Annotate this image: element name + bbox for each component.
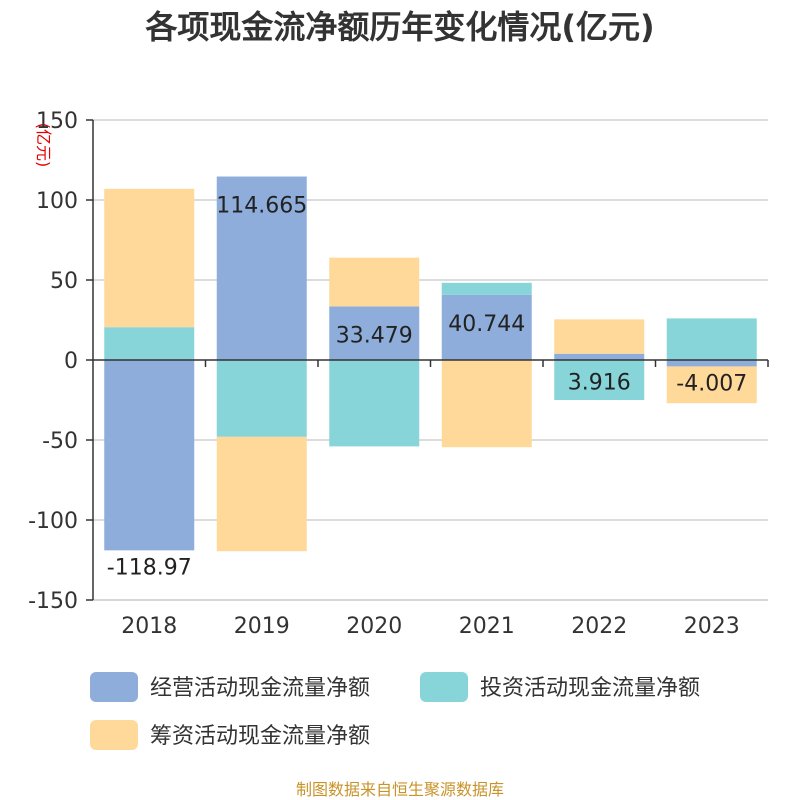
bar-segment bbox=[216, 436, 307, 552]
data-label: 3.916 bbox=[568, 371, 631, 396]
bar-segment bbox=[329, 257, 420, 307]
data-labels: -118.97 114.665 33.479 40.744 3.916 -4.007 bbox=[107, 194, 747, 581]
bar-segment bbox=[441, 360, 532, 448]
gridlines bbox=[93, 119, 768, 601]
bar-segment bbox=[554, 353, 645, 360]
y-axis-unit-label: (亿元) bbox=[34, 123, 53, 168]
y-tick-label: 50 bbox=[50, 269, 78, 294]
data-label: 40.744 bbox=[448, 312, 525, 337]
legend-label: 投资活动现金流量净额 bbox=[480, 676, 700, 701]
bar-segment bbox=[666, 366, 757, 404]
bar-segment bbox=[329, 306, 420, 360]
x-tick-label: 2021 bbox=[459, 614, 515, 639]
x-tick-label: 2023 bbox=[684, 614, 740, 639]
y-tick-label: 0 bbox=[64, 349, 78, 374]
x-tick-label: 2020 bbox=[346, 614, 402, 639]
bar-segment bbox=[554, 360, 645, 400]
bar-segment bbox=[554, 319, 645, 354]
bar-segment bbox=[666, 360, 757, 367]
data-label: 114.665 bbox=[216, 194, 307, 219]
legend-swatch bbox=[420, 672, 468, 702]
y-tick-label: 100 bbox=[36, 189, 78, 214]
bar-segment bbox=[666, 318, 757, 360]
x-tick-label: 2018 bbox=[121, 614, 177, 639]
y-tick-label: 150 bbox=[36, 109, 78, 134]
bar-segment bbox=[441, 294, 532, 360]
source-note: 制图数据来自恒生聚源数据库 bbox=[296, 780, 504, 799]
bar-segment bbox=[104, 327, 195, 360]
legend-label: 经营活动现金流量净额 bbox=[150, 676, 370, 701]
legend-swatch bbox=[90, 720, 138, 750]
y-tick-label: -100 bbox=[28, 509, 78, 534]
axes bbox=[86, 119, 769, 601]
chart-title: 各项现金流净额历年变化情况(亿元) bbox=[145, 8, 654, 46]
bar-segment bbox=[329, 360, 420, 447]
bar-segment bbox=[441, 282, 532, 295]
data-label: 33.479 bbox=[336, 323, 413, 348]
tick-labels: 150 100 50 0 -50 -100 -150 2018 2019 2020 2021 2022… bbox=[28, 109, 740, 639]
x-tick-label: 2019 bbox=[234, 614, 290, 639]
bar-segment bbox=[216, 176, 307, 360]
y-tick-label: -50 bbox=[42, 429, 78, 454]
bar-segment bbox=[104, 360, 195, 551]
data-label: -118.97 bbox=[107, 555, 192, 580]
bar-segment bbox=[104, 188, 195, 328]
bar-segment bbox=[216, 360, 307, 437]
data-label: -4.007 bbox=[676, 371, 747, 396]
legend-label: 筹资活动现金流量净额 bbox=[150, 724, 370, 749]
bars bbox=[104, 176, 757, 552]
y-tick-label: -150 bbox=[28, 589, 78, 614]
legend-swatch bbox=[90, 672, 138, 702]
x-tick-label: 2022 bbox=[571, 614, 627, 639]
